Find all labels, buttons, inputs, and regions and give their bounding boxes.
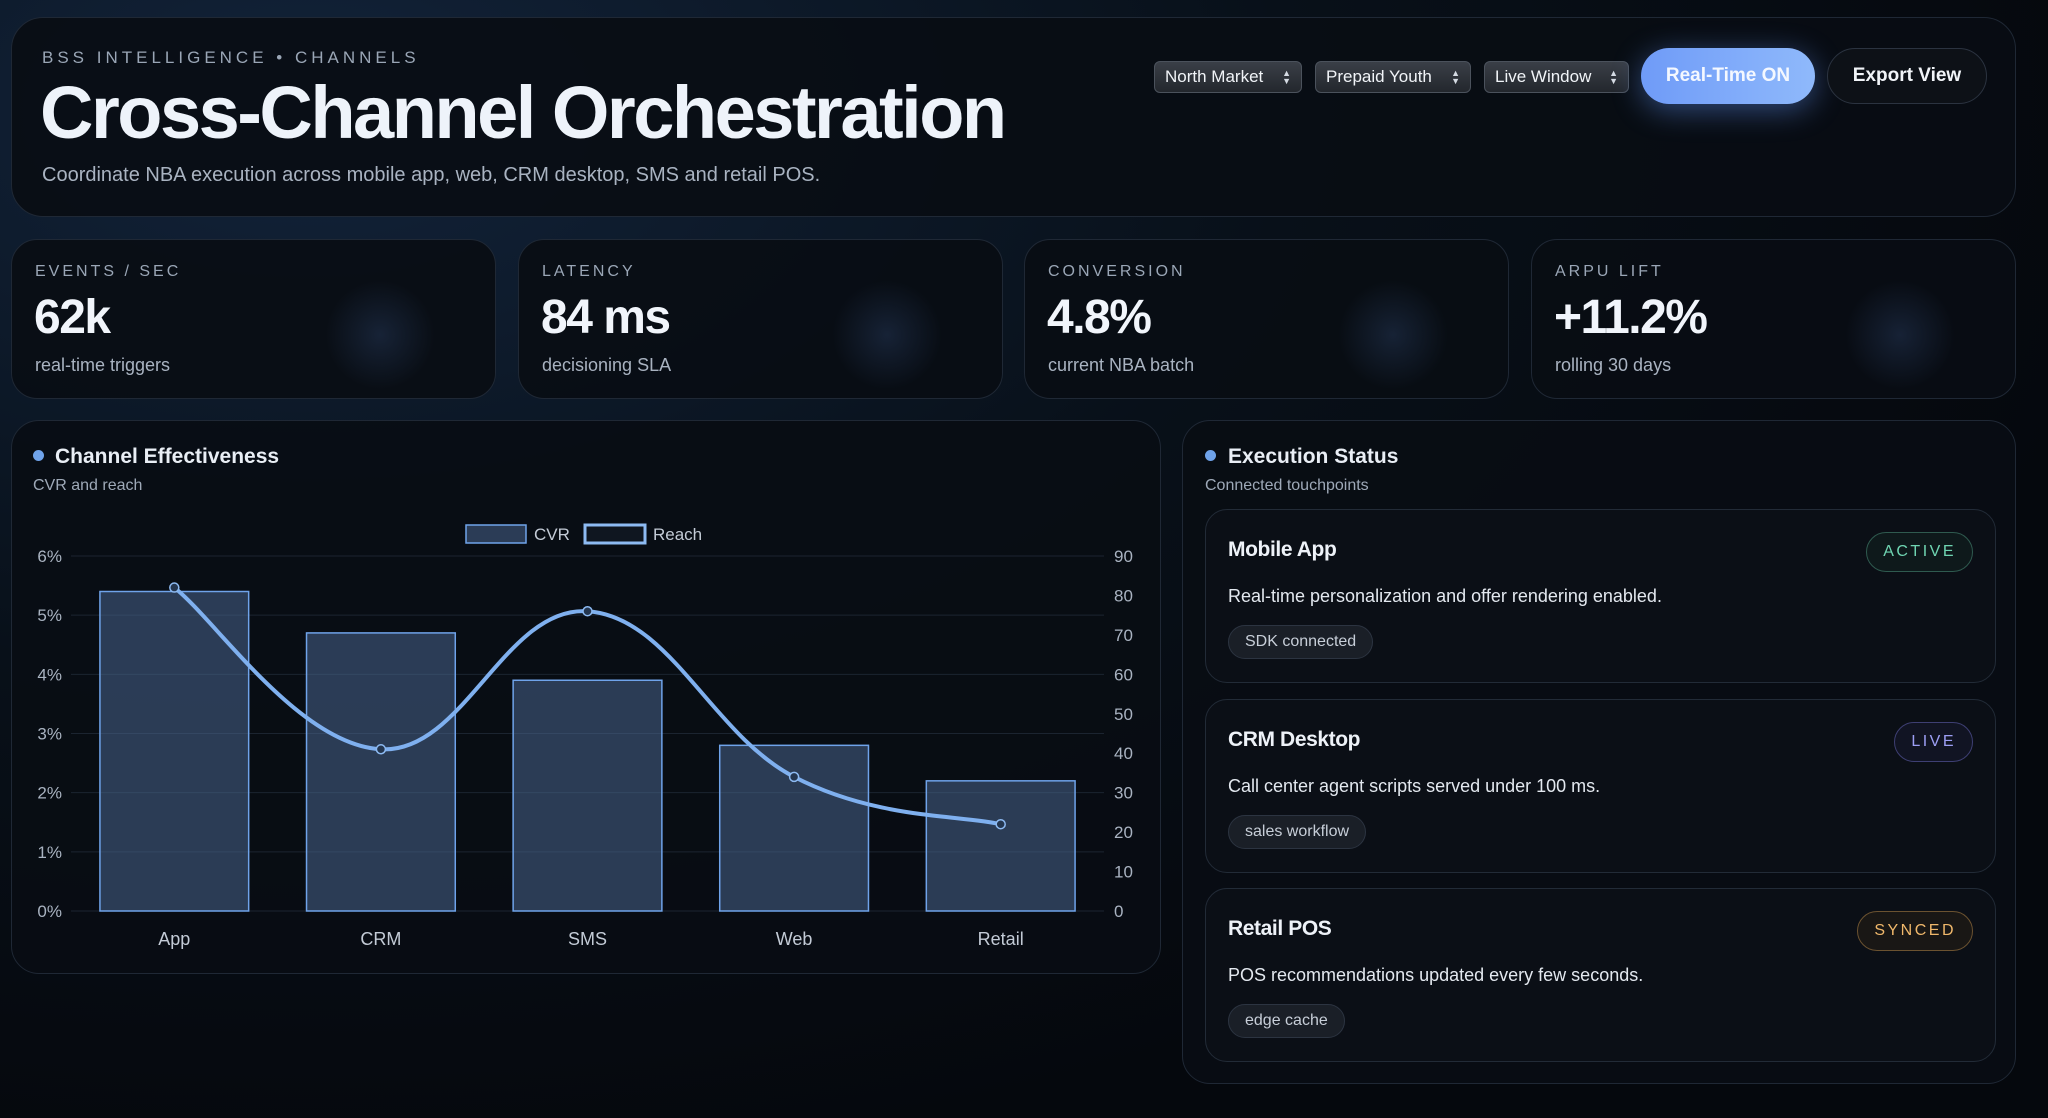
status-description: POS recommendations updated every few se… <box>1228 965 1644 985</box>
kpi-label: CONVERSION <box>1048 263 1186 280</box>
y-right-tick-label: 40 <box>1114 744 1133 763</box>
kpi-value: +11.2% <box>1554 291 1708 344</box>
status-description: Call center agent scripts served under 1… <box>1228 776 1601 796</box>
y-left-tick-label: 0% <box>37 902 62 921</box>
section-title: Channel Effectiveness <box>55 445 280 468</box>
legend-swatch-reach <box>583 523 647 545</box>
x-tick-label: Retail <box>978 929 1024 949</box>
legend-swatch-cvr <box>465 524 527 544</box>
kpi-card-conversion: CONVERSION 4.8% current NBA batch <box>1024 239 1509 399</box>
section-title: Execution Status <box>1228 445 1399 468</box>
section-subtitle: CVR and reach <box>33 477 143 494</box>
select-arrows-icon: ▲ ▼ <box>1282 68 1291 86</box>
kpi-card-latency: LATENCY 84 ms decisioning SLA <box>518 239 1003 399</box>
y-right-tick-label: 10 <box>1114 863 1133 882</box>
status-name: Mobile App <box>1228 538 1337 561</box>
select-arrows-icon: ▲ ▼ <box>1451 68 1460 86</box>
channel-effectiveness-chart: 0% 1% 2% 3% 4% 5% 6% 0 10 20 30 40 50 60 70 80 90 App CRM S… <box>37 523 1133 949</box>
status-tag: edge cache <box>1228 1004 1345 1038</box>
kpi-sub: real-time triggers <box>35 355 171 375</box>
reach-point-app <box>169 582 180 593</box>
legend-label-reach: Reach <box>653 525 702 544</box>
kpi-card-arpu: ARPU LIFT +11.2% rolling 30 days <box>1531 239 2016 399</box>
channel-effectiveness-panel: Channel Effectiveness CVR and reach 0% 1%… <box>11 420 1161 974</box>
market-select[interactable]: North Market ▲ ▼ <box>1154 61 1302 93</box>
page-title: Cross-Channel Orchestration <box>40 71 1007 154</box>
kpi-label: ARPU LIFT <box>1555 263 1664 280</box>
window-select[interactable]: Live Window ▲ ▼ <box>1484 61 1629 93</box>
kpi-label: LATENCY <box>542 263 636 280</box>
kpi-label: EVENTS / SEC <box>35 263 182 280</box>
y-right-tick-label: 80 <box>1114 586 1133 605</box>
y-right-tick-label: 0 <box>1114 902 1123 921</box>
reach-point-web <box>788 771 800 783</box>
select-arrows-icon: ▲ ▼ <box>1609 68 1618 86</box>
status-card-mobile-app[interactable]: Mobile App ACTIVE Real-time personalizat… <box>1205 509 1996 683</box>
status-card-retail-pos[interactable]: Retail POS SYNCED POS recommendations up… <box>1205 888 1996 1062</box>
status-name: CRM Desktop <box>1228 728 1361 751</box>
kpi-sub: decisioning SLA <box>542 355 672 375</box>
y-right-tick-label: 50 <box>1114 705 1133 724</box>
bar-retail <box>925 780 1076 912</box>
status-tag: sales workflow <box>1228 815 1367 849</box>
kpi-value: 84 ms <box>541 291 671 344</box>
reach-point-retail <box>995 818 1006 830</box>
execution-status-panel: Execution Status Connected touchpoints M… <box>1182 420 2016 1084</box>
x-tick-label: App <box>158 929 190 949</box>
window-select-value: Live Window <box>1495 67 1592 86</box>
section-dot-icon <box>1205 450 1216 461</box>
y-left-tick-label: 3% <box>37 725 62 744</box>
kpi-card-events: EVENTS / SEC 62k real-time triggers <box>11 239 496 399</box>
eyebrow: BSS INTELLIGENCE • CHANNELS <box>42 48 420 67</box>
legend-label-cvr: CVR <box>534 525 570 544</box>
y-right-tick-label: 20 <box>1114 823 1133 842</box>
segment-select[interactable]: Prepaid Youth ▲ ▼ <box>1315 61 1471 93</box>
section-dot-icon <box>33 450 44 461</box>
status-name: Retail POS <box>1228 917 1332 940</box>
y-left-tick-label: 6% <box>37 547 62 566</box>
status-badge: LIVE <box>1894 722 1973 762</box>
bar-sms <box>512 679 663 912</box>
realtime-toggle-button[interactable]: Real-Time ON <box>1641 48 1815 104</box>
status-tag: SDK connected <box>1228 625 1374 659</box>
status-description: Real-time personalization and offer rend… <box>1228 586 1662 606</box>
kpi-value: 4.8% <box>1047 291 1152 344</box>
y-right-tick-label: 30 <box>1114 784 1133 803</box>
status-card-crm-desktop[interactable]: CRM Desktop LIVE Call center agent scrip… <box>1205 699 1996 873</box>
segment-select-value: Prepaid Youth <box>1326 67 1432 86</box>
reach-point-crm <box>375 744 387 755</box>
kpi-sub: rolling 30 days <box>1555 355 1672 375</box>
x-tick-label: SMS <box>568 929 607 949</box>
export-view-button[interactable]: Export View <box>1827 48 1987 104</box>
header-panel: BSS INTELLIGENCE • CHANNELS Cross-Channe… <box>11 17 2016 217</box>
bar-app <box>99 590 250 912</box>
section-subtitle: Connected touchpoints <box>1205 477 1369 494</box>
y-left-tick-label: 2% <box>37 784 62 803</box>
y-left-tick-label: 1% <box>37 843 62 862</box>
page-subtitle: Coordinate NBA execution across mobile a… <box>42 164 821 186</box>
y-left-tick-label: 4% <box>37 665 62 684</box>
bar-crm <box>305 632 457 912</box>
y-right-tick-label: 70 <box>1114 626 1133 645</box>
reach-point-sms <box>582 605 593 617</box>
status-badge: SYNCED <box>1857 911 1973 951</box>
y-right-tick-label: 60 <box>1114 665 1133 684</box>
y-right-tick-label: 90 <box>1114 547 1133 566</box>
x-tick-label: CRM <box>360 929 401 949</box>
kpi-sub: current NBA batch <box>1048 355 1195 375</box>
bar-web <box>718 744 870 912</box>
status-badge: ACTIVE <box>1866 532 1973 572</box>
kpi-value: 62k <box>34 291 111 344</box>
x-tick-label: Web <box>776 929 813 949</box>
y-left-tick-label: 5% <box>37 606 62 625</box>
market-select-value: North Market <box>1165 67 1264 86</box>
